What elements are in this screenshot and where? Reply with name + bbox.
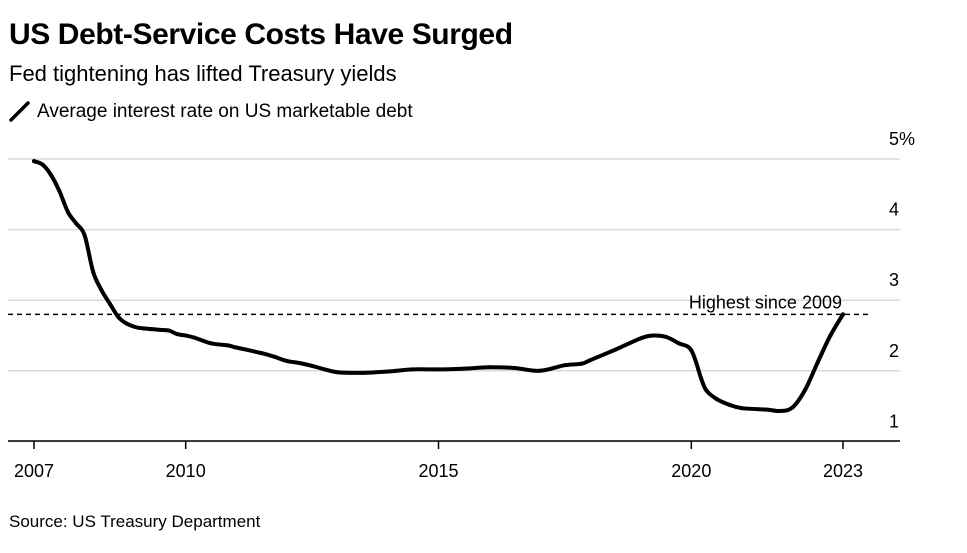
data-point	[828, 333, 833, 338]
data-point	[107, 301, 112, 306]
x-tick-label: 2015	[418, 461, 458, 481]
chart-title: US Debt-Service Costs Have Surged	[9, 18, 513, 51]
data-point	[765, 407, 770, 412]
source-note: Source: US Treasury Department	[9, 512, 261, 531]
data-point	[699, 377, 704, 382]
data-point	[360, 370, 365, 375]
data-point	[777, 409, 782, 414]
data-point	[676, 341, 681, 346]
data-point	[841, 312, 845, 317]
data-point	[124, 321, 129, 326]
data-point	[790, 405, 795, 410]
data-point	[385, 369, 390, 374]
data-point	[714, 397, 719, 402]
data-point	[65, 209, 70, 214]
data-point	[310, 363, 315, 368]
data-point	[335, 370, 340, 375]
legend-line-icon	[9, 101, 30, 122]
y-tick-label: 5%	[889, 129, 915, 149]
data-point	[803, 387, 808, 392]
x-tick-label: 2010	[166, 461, 206, 481]
data-point	[259, 351, 264, 356]
x-tick-label: 2007	[14, 461, 54, 481]
legend: Average interest rate on US marketable d…	[9, 100, 413, 124]
data-point	[48, 172, 53, 177]
data-point	[487, 365, 492, 370]
x-tick-label: 2020	[671, 461, 711, 481]
data-point	[225, 343, 230, 348]
data-point	[651, 333, 656, 338]
data-point	[141, 326, 146, 331]
data-point	[167, 328, 172, 333]
y-tick-label: 3	[889, 270, 899, 290]
data-point	[704, 388, 709, 393]
data-point	[562, 363, 567, 368]
data-point	[664, 334, 669, 339]
data-point	[57, 188, 62, 193]
data-point	[638, 336, 643, 341]
data-point	[739, 406, 744, 411]
data-point	[32, 159, 36, 164]
data-point	[411, 367, 416, 372]
data-point	[158, 327, 163, 332]
data-point	[192, 335, 197, 340]
legend-label: Average interest rate on US marketable d…	[37, 101, 413, 122]
y-tick-label: 1	[889, 411, 899, 431]
chart-subtitle: Fed tightening has lifted Treasury yield…	[9, 61, 397, 86]
data-point	[82, 233, 87, 238]
y-tick-label: 2	[889, 341, 899, 361]
data-point	[183, 333, 188, 338]
series-points	[32, 159, 845, 414]
data-point	[297, 361, 302, 366]
data-point	[91, 269, 96, 274]
data-point	[436, 367, 441, 372]
y-axis-ticks: 1 2 3 4 5%	[889, 129, 915, 431]
data-point	[99, 287, 104, 292]
data-point	[588, 358, 593, 363]
x-tick-label: 2023	[823, 461, 863, 481]
data-point	[133, 325, 138, 330]
data-point	[322, 367, 327, 372]
data-point	[689, 348, 694, 353]
data-point	[579, 361, 584, 366]
data-point	[461, 366, 466, 371]
data-point	[613, 347, 618, 352]
data-point	[234, 345, 239, 350]
data-point	[175, 332, 180, 337]
x-axis-ticks: 2007 2010 2015 2020 2023	[14, 441, 863, 481]
data-point	[512, 365, 517, 370]
data-point	[40, 162, 45, 167]
data-point	[73, 221, 78, 226]
data-point	[537, 368, 542, 373]
data-point	[815, 360, 820, 365]
y-tick-label: 4	[889, 200, 899, 220]
series-line-avg-interest-rate	[32, 159, 845, 414]
data-point	[272, 354, 277, 359]
annotation-label: Highest since 2009	[689, 292, 842, 312]
data-point	[116, 315, 121, 320]
data-point	[284, 358, 289, 363]
data-point	[208, 341, 213, 346]
data-point	[727, 402, 732, 407]
data-point	[149, 327, 154, 332]
